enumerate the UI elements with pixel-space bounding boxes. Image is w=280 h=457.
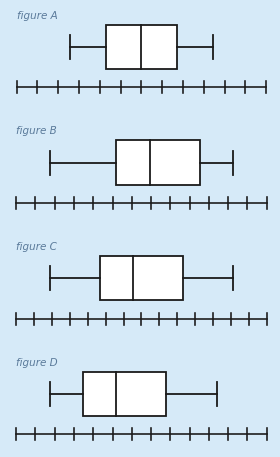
Bar [116,140,200,185]
Text: figure A: figure A [17,11,57,21]
Text: figure D: figure D [16,358,58,368]
Text: figure B: figure B [16,126,57,136]
Bar [83,372,166,416]
Text: figure C: figure C [16,242,57,252]
Bar [106,25,177,69]
Bar [100,256,183,300]
